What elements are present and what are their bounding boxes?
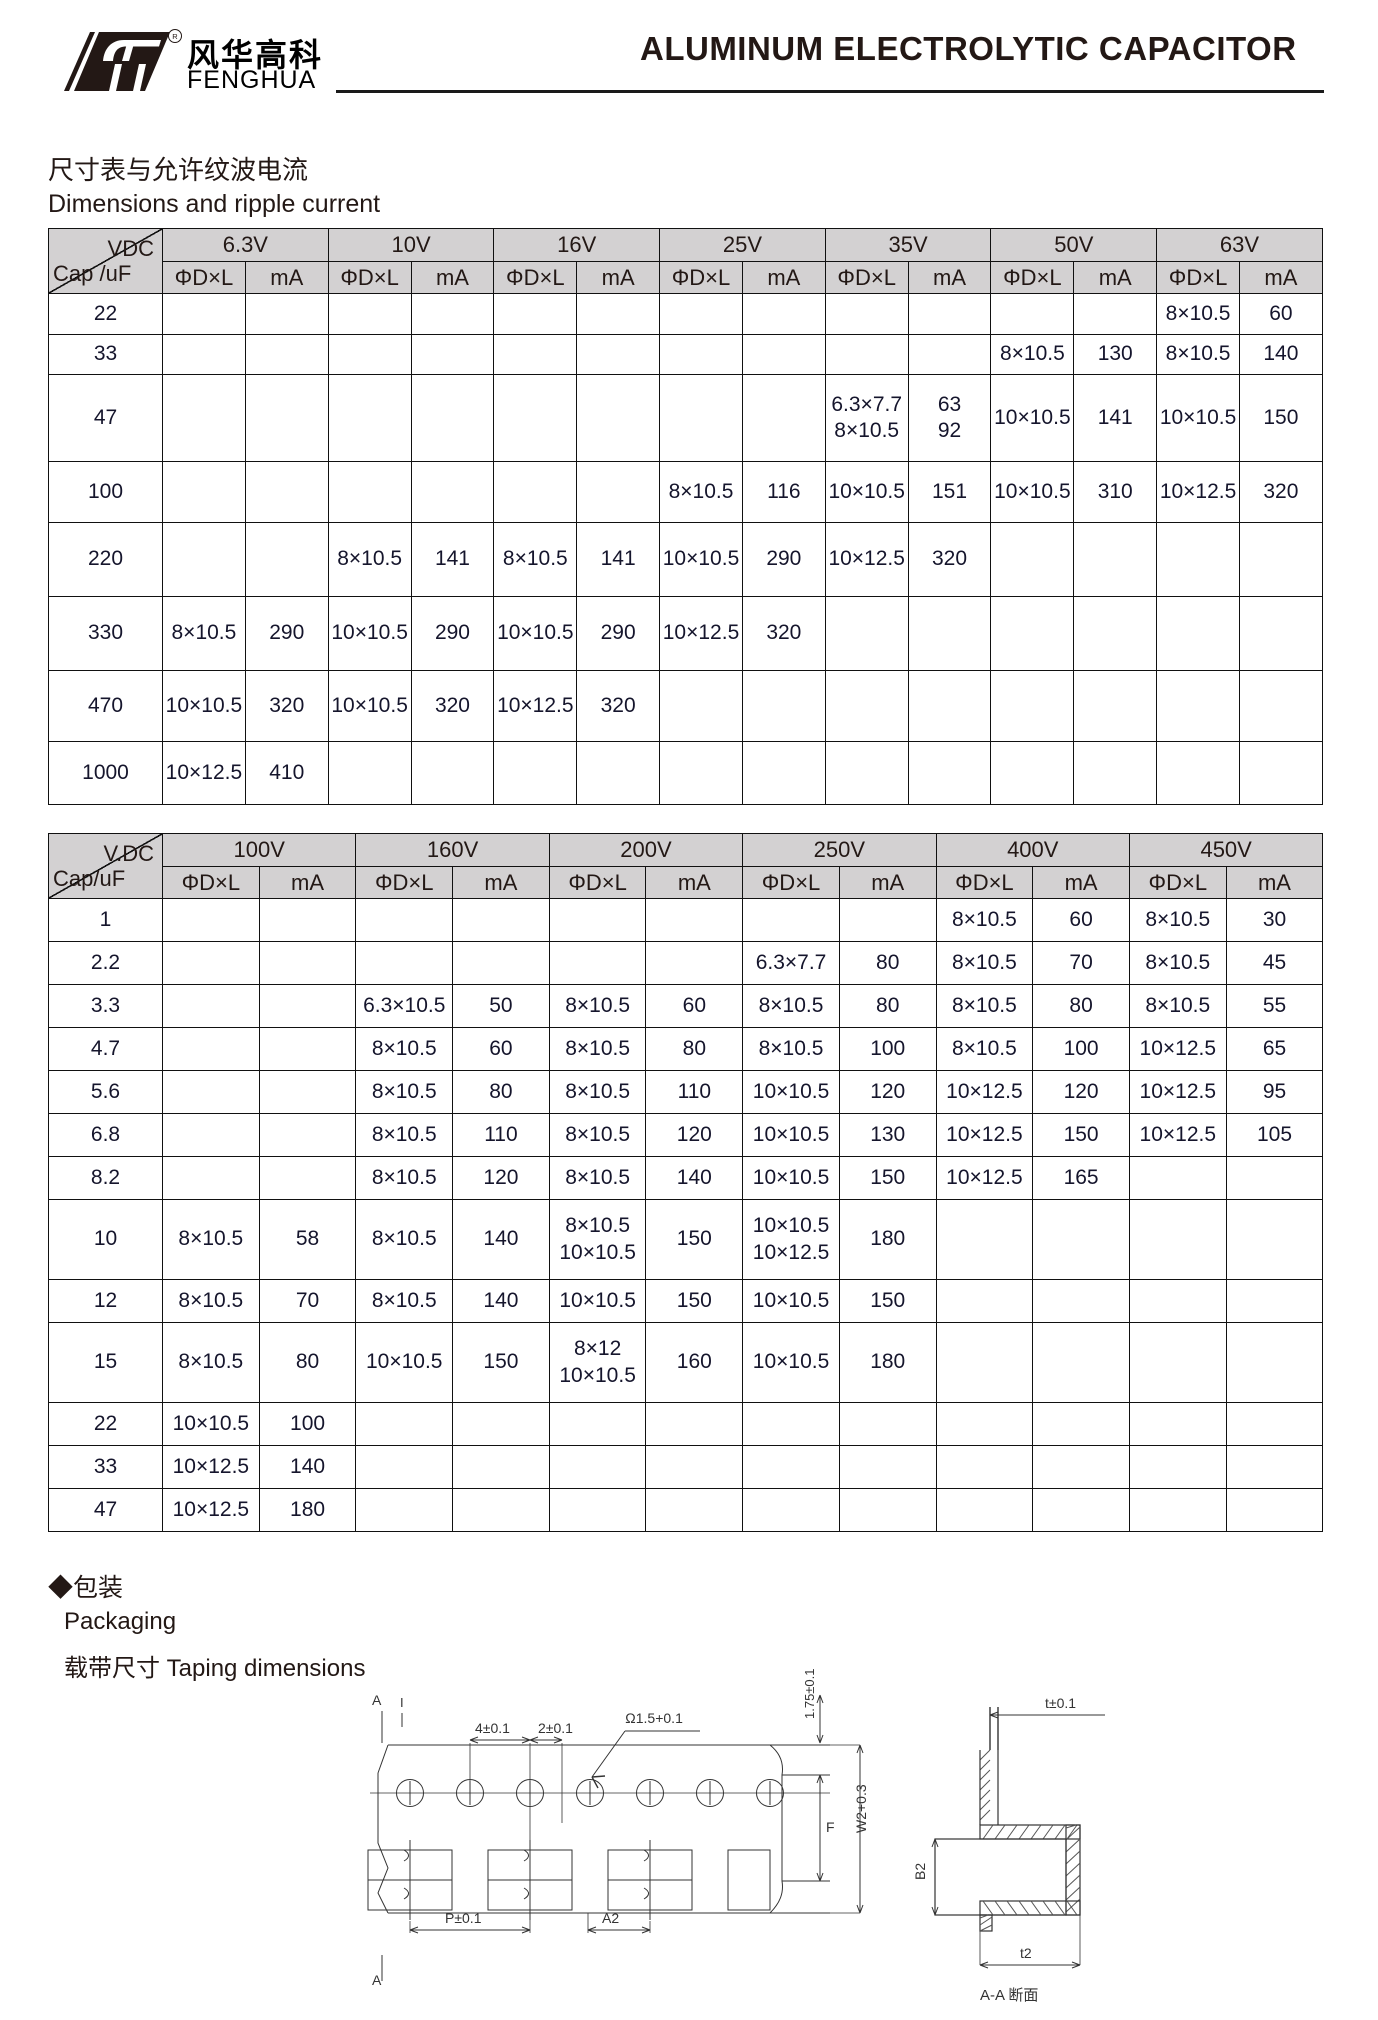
svg-text:A-A 断面: A-A 断面 [980,1987,1038,2004]
svg-text:W2+0.3: W2+0.3 [853,1784,869,1833]
svg-text:4±0.1: 4±0.1 [475,1720,510,1736]
svg-text:1.75±0.1: 1.75±0.1 [802,1668,817,1719]
svg-text:Ω1.5+0.1: Ω1.5+0.1 [625,1710,683,1726]
svg-text:B2: B2 [912,1863,928,1880]
svg-text:A: A [372,1692,382,1708]
svg-text:F: F [826,1819,835,1835]
svg-text:t±0.1: t±0.1 [1045,1695,1076,1711]
svg-text:R: R [172,32,178,41]
svg-text:A2: A2 [602,1910,619,1926]
svg-text:P±0.1: P±0.1 [445,1910,482,1926]
svg-text:I: I [400,1695,404,1710]
svg-text:2±0.1: 2±0.1 [538,1720,573,1736]
svg-text:t2: t2 [1020,1945,1032,1961]
svg-text:A: A [372,1972,382,1988]
